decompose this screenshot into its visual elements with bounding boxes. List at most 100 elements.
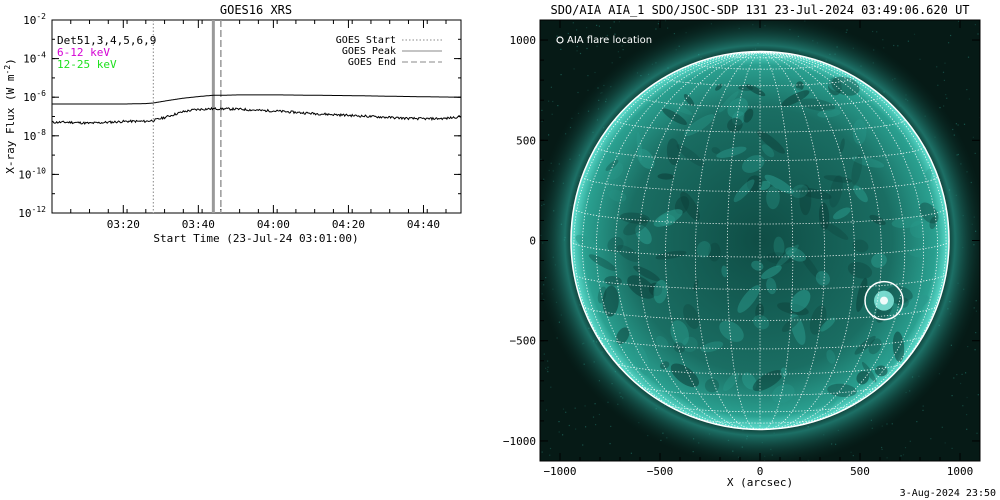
disk-feature (616, 327, 630, 345)
noise-speck (882, 39, 884, 41)
noise-speck (852, 455, 854, 457)
disk-feature (608, 189, 627, 202)
legend-goes-start: GOES Start (336, 35, 396, 46)
noise-speck (850, 451, 852, 453)
noise-speck (551, 113, 553, 115)
noise-speck (937, 84, 939, 86)
noise-speck (577, 91, 579, 94)
noise-speck (550, 386, 552, 388)
noise-speck (960, 382, 962, 385)
y-tick-base: 10 (23, 53, 36, 66)
latitude-line (638, 96, 882, 108)
noise-speck (586, 27, 588, 29)
aia-image-area: AIA flare location (540, 20, 980, 461)
noise-speck (886, 457, 888, 459)
disk-feature (853, 185, 868, 203)
disk-feature (680, 191, 700, 221)
flux-series-line (52, 94, 461, 105)
flare-location-circle (864, 280, 904, 321)
noise-speck (922, 405, 924, 407)
disk-feature (823, 175, 853, 183)
disk-feature (928, 209, 939, 218)
noise-speck (897, 45, 899, 47)
noise-speck (948, 42, 950, 44)
noise-speck (596, 45, 598, 47)
aia-x-tick-label: −500 (647, 465, 674, 478)
noise-speck (943, 105, 945, 107)
disk-feature (657, 173, 675, 180)
y-tick-label: 10-2 (23, 12, 46, 27)
disk-feature (683, 304, 700, 329)
disk-feature (715, 83, 723, 91)
noise-speck (966, 414, 968, 416)
disk-feature (741, 372, 757, 390)
legend-6-12-kev: 6-12 keV (57, 46, 110, 59)
longitude-line (759, 51, 947, 410)
noise-speck (958, 20, 960, 22)
noise-speck (587, 75, 589, 77)
disk-feature (790, 312, 806, 345)
legend-right: GOES Start GOES Peak GOES End (336, 35, 442, 68)
disk-feature (662, 108, 687, 126)
disk-feature (575, 234, 598, 251)
noise-speck (557, 105, 559, 107)
disk-feature (851, 154, 863, 185)
x-tick-label: 03:20 (107, 218, 140, 231)
noise-speck (909, 440, 911, 442)
longitude-line (665, 51, 761, 430)
noise-speck (558, 431, 560, 433)
disk-feature (771, 384, 795, 404)
noise-speck (598, 413, 600, 416)
noise-speck (902, 454, 905, 456)
noise-speck (586, 47, 588, 50)
longitude-line (759, 51, 825, 430)
noise-speck (962, 405, 964, 407)
disk-feature (875, 365, 888, 377)
disk-feature (856, 371, 869, 385)
x-tick-label: 03:40 (182, 218, 215, 231)
noise-speck (613, 21, 615, 23)
noise-speck (550, 86, 552, 88)
disk-feature (719, 320, 744, 342)
disk-feature (929, 216, 937, 230)
noise-speck (576, 50, 578, 52)
noise-speck (913, 33, 916, 35)
disk-feature (745, 84, 766, 97)
noise-speck (975, 310, 977, 312)
disk-feature (737, 285, 761, 313)
y-tick-base: 10 (18, 207, 31, 220)
disk-feature (909, 220, 928, 239)
disk-feature (683, 94, 695, 106)
noise-speck (560, 74, 562, 76)
longitude-line (759, 51, 855, 430)
longitude-line (581, 51, 761, 425)
disk-feature (764, 174, 794, 194)
longitude-line (573, 51, 761, 410)
noise-speck (540, 158, 542, 160)
disk-feature (670, 320, 689, 346)
ylabel-main: X-ray Flux (W m (4, 74, 17, 174)
latitude-line (638, 385, 882, 396)
disk-feature (602, 285, 619, 317)
disk-feature (781, 316, 801, 333)
legend-12-25-kev: 12-25 keV (57, 58, 117, 71)
disk-feature (619, 212, 650, 224)
disk-feature (700, 341, 724, 353)
legend-flare-location: AIA flare location (567, 35, 652, 46)
noise-speck (936, 66, 938, 68)
disk-feature (766, 277, 777, 295)
disk-feature (742, 155, 765, 173)
disk-feature (605, 159, 619, 172)
noise-speck (974, 152, 976, 154)
disk-feature (752, 370, 783, 392)
noise-speck (617, 51, 619, 53)
x-tick-label: 04:20 (332, 218, 365, 231)
lightcurve-series (52, 94, 461, 126)
noise-speck (972, 136, 974, 138)
aia-y-tick-label: −500 (510, 335, 537, 348)
noise-speck (966, 396, 968, 399)
disk-feature (676, 144, 705, 167)
latitude-line (596, 335, 924, 350)
